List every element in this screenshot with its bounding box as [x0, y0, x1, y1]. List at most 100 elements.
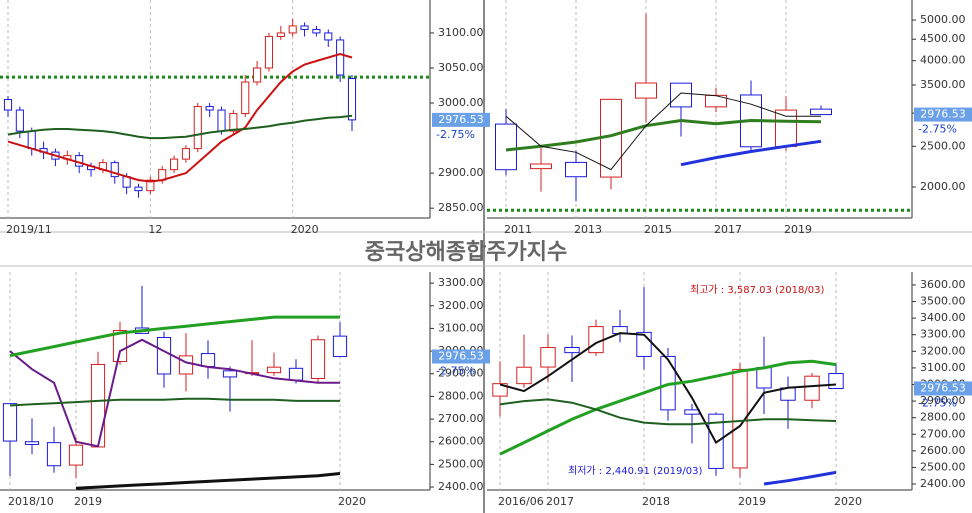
candle-body [146, 179, 155, 192]
candle-body [312, 28, 321, 34]
candle-body [324, 32, 333, 41]
x-tick-label: 2020 [291, 223, 319, 236]
candle-body [828, 373, 844, 389]
price-box [914, 107, 972, 122]
y-tick-label: 3200.00 [920, 344, 966, 357]
candle-body [300, 25, 309, 30]
y-tick-label: 2500.00 [920, 139, 966, 152]
x-tick-label: 2019/11 [6, 223, 52, 236]
y-tick-label: 3300.00 [920, 328, 966, 341]
candle-body [804, 375, 820, 401]
candle-body [178, 355, 194, 375]
candle-body [565, 161, 587, 178]
y-tick-label: 2500.00 [920, 460, 966, 473]
moving-average [505, 118, 822, 152]
y-tick-label: 2850.00 [438, 201, 484, 214]
change-label: -2.75% [918, 396, 957, 409]
candle-body [492, 383, 508, 397]
candle-body [170, 158, 179, 171]
y-tick-label: 2700.00 [920, 427, 966, 440]
moving-average [505, 92, 821, 171]
y-tick-label: 3500.00 [920, 295, 966, 308]
candle-body [193, 106, 202, 150]
x-tick-label: 2015 [644, 223, 672, 236]
candle-body [810, 108, 832, 116]
y-tick-label: 3600.00 [920, 278, 966, 291]
candle-body [516, 366, 532, 385]
candle-body [253, 67, 262, 83]
moving-average [499, 359, 837, 456]
y-tick-label: 3000.00 [438, 96, 484, 109]
y-tick-label: 3100.00 [438, 26, 484, 39]
candle-body [222, 370, 238, 378]
candle-body [264, 35, 274, 69]
candle-body [3, 99, 13, 111]
candle-body [540, 346, 556, 368]
x-tick-label: 2013 [574, 223, 602, 236]
candle-body [775, 109, 797, 148]
x-tick-label: 2017 [546, 495, 574, 508]
candle-body [181, 148, 190, 160]
candle-body [684, 409, 700, 415]
y-tick-label: 2400.00 [920, 477, 966, 490]
candle-body [112, 329, 128, 363]
y-tick-label: 2900.00 [438, 367, 484, 380]
annotation: 최고가 : 3,587.03 (2018/03) [690, 284, 824, 296]
x-tick-label: 2018/10 [8, 495, 54, 508]
y-tick-label: 2900.00 [920, 394, 966, 407]
x-tick-label: 2018 [642, 495, 670, 508]
candle-body [217, 109, 226, 132]
last-price-label: 2976.53 [920, 381, 966, 394]
moving-average [75, 472, 341, 490]
y-tick-label: 3100.00 [438, 321, 484, 334]
moving-average [680, 139, 822, 167]
moving-average [9, 338, 340, 448]
y-tick-label: 2600.00 [438, 435, 484, 448]
candle-body [229, 113, 238, 132]
candle-body [241, 81, 250, 115]
candle-body [276, 32, 285, 37]
y-tick-label: 3400.00 [920, 311, 966, 324]
y-tick-label: 2000.00 [920, 180, 966, 193]
x-tick-label: 12 [148, 223, 162, 236]
moving-average [7, 52, 353, 183]
y-tick-label: 3500.00 [920, 78, 966, 91]
candle-body [756, 367, 772, 389]
y-tick-label: 3200.00 [438, 299, 484, 312]
candle-body [564, 346, 580, 354]
moving-average [9, 397, 340, 407]
candle-body [46, 442, 62, 467]
y-tick-label: 2400.00 [438, 480, 484, 493]
candle-body [2, 403, 18, 442]
y-tick-label: 2700.00 [438, 412, 484, 425]
y-tick-label: 2800.00 [920, 411, 966, 424]
candle-body [332, 335, 348, 358]
change-label: -2.75% [918, 123, 957, 136]
x-tick-label: 2020 [338, 495, 366, 508]
y-tick-label: 4000.00 [920, 54, 966, 67]
y-tick-label: 3300.00 [438, 276, 484, 289]
candle-body [134, 186, 143, 192]
moving-average [499, 398, 837, 426]
candle-body [310, 339, 326, 380]
x-tick-label: 2016/06 [498, 495, 544, 508]
candle-body [288, 367, 304, 381]
x-tick-label: 2011 [504, 223, 532, 236]
moving-average [9, 315, 340, 358]
y-tick-label: 5000.00 [920, 13, 966, 26]
candle-body [495, 123, 517, 171]
y-tick-label: 4500.00 [920, 32, 966, 45]
candle-body [336, 39, 345, 76]
y-tick-label: 3100.00 [920, 361, 966, 374]
moving-average [499, 332, 837, 445]
y-tick-label: 2800.00 [438, 389, 484, 402]
page-title: 중국상해종합주가지수 [365, 239, 567, 265]
last-price-label: 2976.53 [438, 350, 484, 363]
x-tick-label: 2019 [74, 495, 102, 508]
y-tick-label: 3050.00 [438, 61, 484, 74]
candle-body [68, 444, 84, 466]
candle-body [588, 326, 604, 354]
candle-body [288, 25, 297, 34]
candle-body [200, 353, 216, 367]
